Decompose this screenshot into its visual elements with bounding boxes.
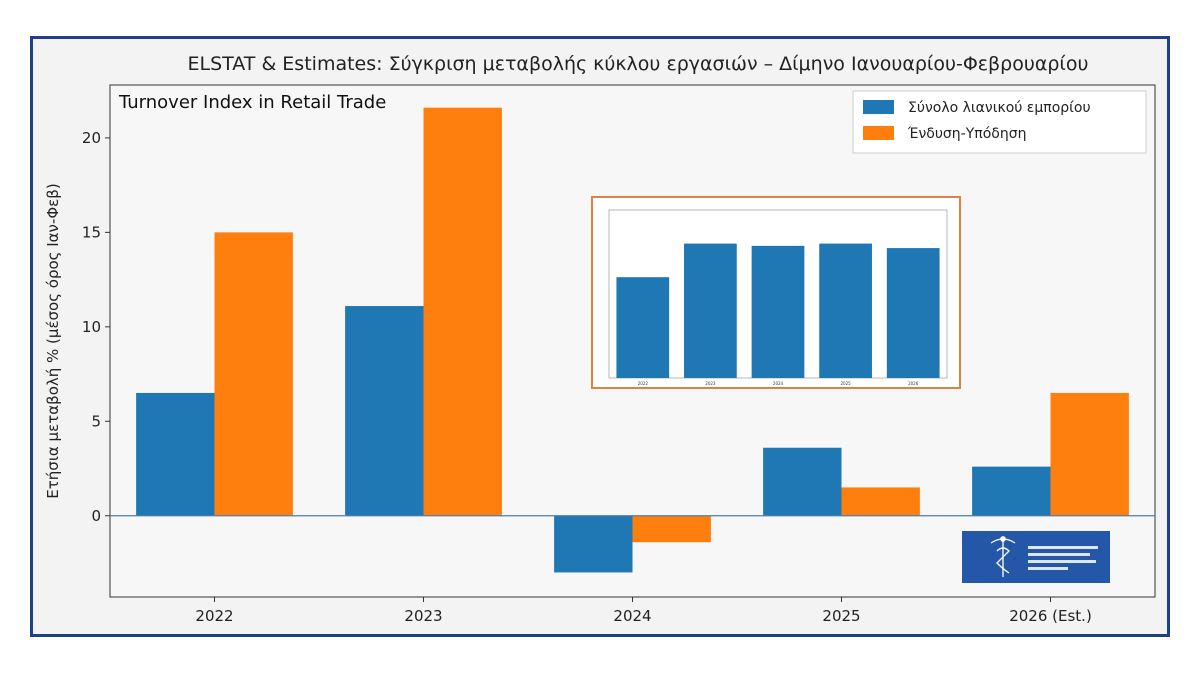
caduceus-icon [990, 536, 1016, 577]
x-tick-label: 2026 (Est.) [1009, 607, 1092, 625]
inset-x-tick-label: 2025 [841, 381, 852, 386]
inset-x-tick-label: 2024 [773, 381, 784, 386]
bar-clothing-footwear-2022 [214, 232, 293, 516]
inset-bar [616, 277, 670, 378]
bar-total-retail-2023 [345, 306, 424, 516]
legend-label-series-2: Ένδυση-Υπόδηση [907, 126, 1026, 142]
bar-total-retail-2026Est [972, 466, 1051, 516]
chart-area: ELSTAT & Estimates: Σύγκριση μεταβολής κ… [44, 53, 1156, 625]
y-axis-label: Ετήσια μεταβολή % (μέσος όρος Ιαν-Φεβ) [44, 183, 62, 498]
inset-bar [684, 243, 737, 378]
inset-bars-group: 2022 2023 2024 2025 2026 [616, 243, 940, 386]
x-tick-label: 2024 [613, 607, 651, 625]
x-tick-label: 2025 [822, 607, 860, 625]
bar-clothing-footwear-2026Est [1050, 392, 1129, 516]
inset-bar [751, 245, 805, 378]
inset-x-tick-label: 2023 [705, 381, 716, 386]
y-tick-label: 10 [82, 318, 101, 336]
legend-swatch-series-1 [863, 100, 894, 114]
y-tick-label: 5 [91, 412, 101, 430]
y-ticks-group: 0 5 10 15 20 [82, 129, 110, 525]
inset-x-tick-label: 2022 [638, 381, 649, 386]
bar-total-retail-2025 [763, 447, 842, 516]
chart-annotation: Turnover Index in Retail Trade [118, 92, 386, 113]
inset-bar [819, 243, 872, 378]
bars-group [136, 107, 1129, 573]
x-tick-label: 2023 [404, 607, 442, 625]
bar-total-retail-2022 [136, 392, 215, 516]
bar-clothing-footwear-2025 [841, 487, 920, 516]
bar-total-retail-2024 [554, 515, 633, 573]
inset-bar [886, 248, 940, 378]
chart-frame: ELSTAT & Estimates: Σύγκριση μεταβολής κ… [30, 36, 1170, 637]
y-tick-label: 15 [82, 223, 101, 241]
x-tick-label: 2022 [195, 607, 233, 625]
inset-chart: 2022 2023 2024 2025 2026 [591, 196, 961, 389]
logo-background [962, 531, 1110, 583]
legend-swatch-series-2 [863, 126, 894, 140]
inset-x-tick-label: 2026 [908, 381, 919, 386]
legend: Σύνολο λιανικού εμπορίου Ένδυση-Υπόδηση [852, 90, 1147, 154]
bar-clothing-footwear-2024 [632, 515, 711, 543]
y-tick-label: 0 [91, 507, 101, 525]
chamber-logo [962, 531, 1110, 583]
legend-label-series-1: Σύνολο λιανικού εμπορίου [908, 100, 1091, 116]
chart-title: ELSTAT & Estimates: Σύγκριση μεταβολής κ… [188, 53, 1089, 75]
y-tick-label: 20 [82, 129, 101, 147]
bar-clothing-footwear-2023 [423, 107, 502, 516]
x-ticks-group: 2022 2023 2024 2025 2026 (Est.) [195, 597, 1092, 625]
